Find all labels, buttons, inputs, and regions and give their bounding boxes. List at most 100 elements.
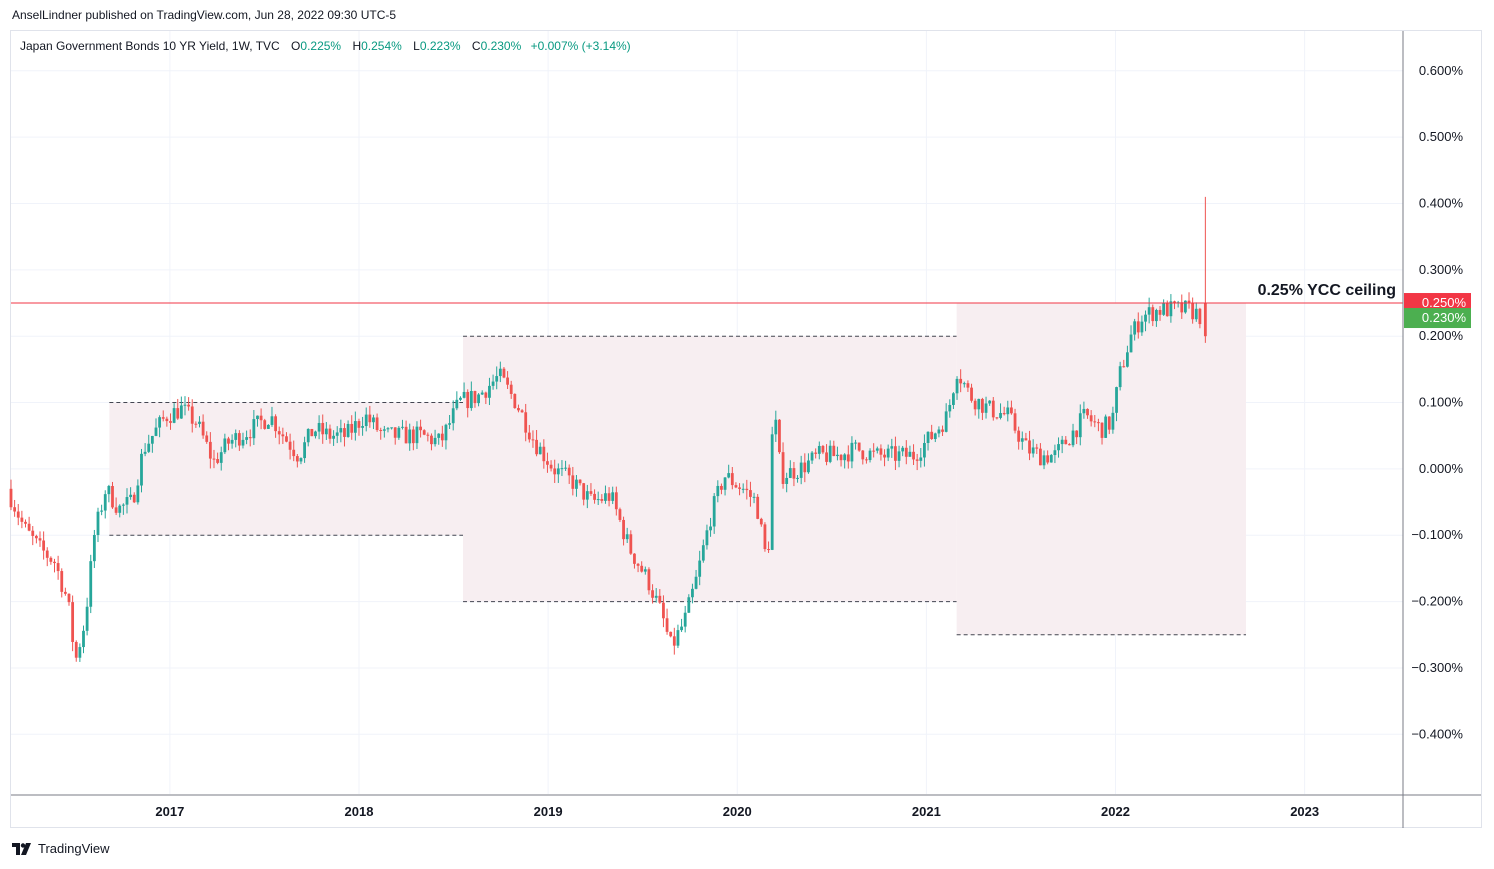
candle-body (227, 438, 230, 444)
candle (687, 594, 691, 614)
candle-body (752, 496, 756, 498)
candle-body (339, 428, 343, 433)
candle-body (633, 553, 636, 564)
candle-body (444, 424, 448, 441)
candle-body (241, 439, 245, 446)
candle (1162, 299, 1166, 316)
candle-body (379, 430, 383, 432)
candle (897, 445, 901, 468)
candle (720, 483, 723, 495)
candle-body (879, 448, 883, 455)
candle-body (796, 477, 799, 479)
candle-body (1039, 448, 1042, 466)
candle (962, 381, 966, 388)
candle (53, 558, 56, 573)
candle-body (270, 416, 274, 425)
candle (466, 389, 470, 418)
candle-body (372, 417, 375, 423)
candle-body (763, 524, 767, 550)
candle-body (578, 479, 582, 484)
candle-body (1042, 455, 1046, 466)
candle-body (176, 408, 180, 419)
candle (440, 425, 444, 447)
candle (1187, 292, 1191, 309)
candle-body (1100, 422, 1104, 438)
candle (411, 426, 415, 451)
candle (165, 416, 169, 427)
candle (292, 440, 296, 462)
candle-body (596, 499, 600, 501)
candle (234, 429, 238, 448)
candle (611, 486, 615, 505)
ycc-ceiling: 0.25% YCC ceiling 0.250%0.230% (11, 282, 1471, 329)
candle-body (912, 451, 915, 460)
candle-body (1031, 447, 1035, 454)
candle-body (234, 433, 238, 440)
candle (564, 460, 567, 471)
candle (332, 430, 335, 446)
candle (132, 492, 136, 504)
candle (462, 382, 466, 399)
candle-body (647, 569, 651, 591)
candle-body (712, 496, 716, 527)
candle (477, 393, 480, 407)
candle (27, 516, 31, 532)
candle (401, 419, 404, 430)
candle-body (1020, 438, 1024, 442)
candle-body (459, 397, 462, 400)
candle-body (785, 477, 789, 484)
candle (832, 440, 836, 457)
candle-body (34, 535, 38, 539)
candle-body (1191, 302, 1195, 320)
candle-body (919, 457, 923, 461)
candle (810, 450, 814, 464)
candle (723, 477, 727, 496)
candle-body (933, 433, 937, 440)
candle (426, 432, 430, 442)
candle-body (256, 415, 259, 420)
candle (455, 391, 459, 411)
candle (183, 396, 187, 416)
candle (890, 438, 894, 458)
candle-body (56, 563, 60, 572)
candle (1140, 315, 1144, 336)
candle-body (770, 434, 774, 550)
candle-body (451, 408, 455, 424)
candle-body (854, 442, 857, 444)
candle (640, 561, 644, 573)
candle (484, 391, 488, 405)
candle (1144, 310, 1147, 332)
candle-body (433, 437, 437, 445)
candle-body (727, 473, 731, 478)
candle-body (299, 458, 303, 462)
candle-body (216, 459, 220, 463)
candle (828, 440, 832, 464)
candle-body (1173, 301, 1176, 304)
candle (448, 414, 451, 429)
candle-body (977, 398, 981, 410)
candle-body (154, 427, 158, 436)
candle-body (1154, 309, 1158, 322)
candle (604, 485, 607, 504)
x-tick-label: 2018 (345, 804, 374, 819)
candle-body (1017, 430, 1021, 442)
candle (437, 433, 441, 445)
candle-body (245, 437, 249, 440)
candle-body (1169, 301, 1173, 317)
range-box (109, 402, 464, 536)
candle (121, 503, 125, 515)
candle-body (346, 423, 350, 437)
candle (114, 497, 118, 516)
candle (1006, 400, 1010, 422)
candle-body (266, 424, 270, 429)
candle (857, 442, 861, 452)
tradingview-brand[interactable]: TradingView (12, 841, 110, 856)
candle (42, 531, 46, 560)
candle-body (1046, 455, 1050, 463)
candle-body (807, 460, 810, 473)
candle (614, 486, 618, 516)
candle (24, 519, 27, 528)
candle-body (31, 530, 35, 536)
candle (1115, 386, 1118, 422)
